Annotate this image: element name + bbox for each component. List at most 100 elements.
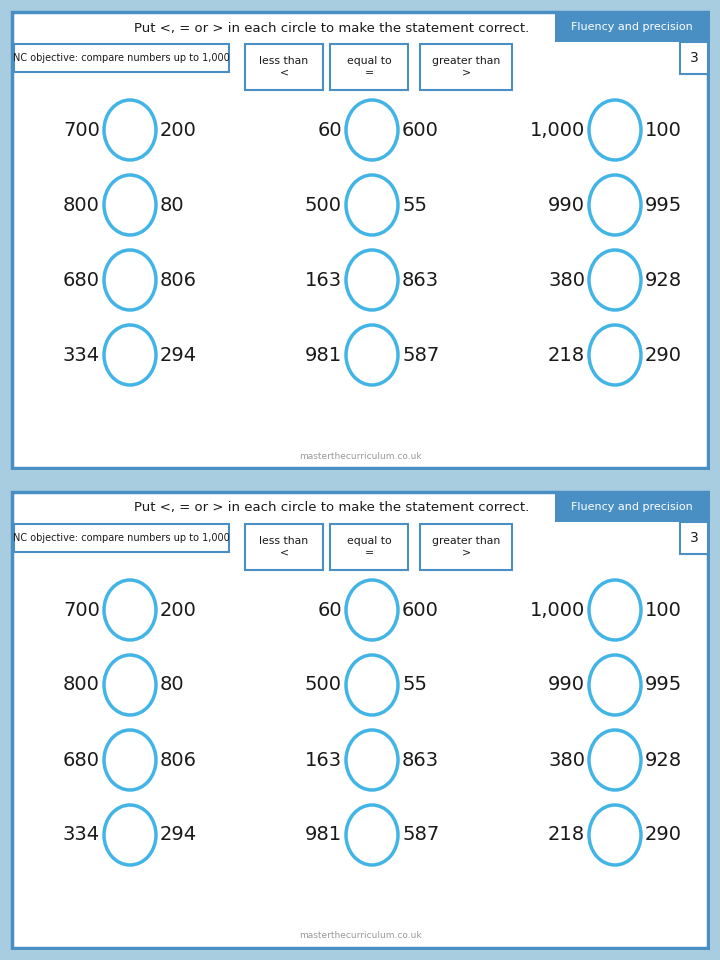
Text: Fluency and precision: Fluency and precision — [571, 502, 693, 512]
Ellipse shape — [589, 730, 641, 790]
Text: 863: 863 — [402, 271, 439, 290]
Text: 700: 700 — [63, 601, 100, 619]
Text: 200: 200 — [160, 121, 197, 139]
Bar — [330, 524, 408, 570]
Ellipse shape — [104, 100, 156, 160]
Text: 995: 995 — [645, 196, 683, 214]
Text: 800: 800 — [63, 196, 100, 214]
Text: 218: 218 — [548, 826, 585, 845]
Ellipse shape — [104, 325, 156, 385]
Text: 290: 290 — [645, 346, 682, 365]
Text: 100: 100 — [645, 121, 682, 139]
Text: 981: 981 — [305, 826, 342, 845]
Text: less than
<: less than < — [259, 57, 309, 78]
Text: 990: 990 — [548, 676, 585, 694]
Text: 806: 806 — [160, 751, 197, 770]
Text: 334: 334 — [63, 346, 100, 365]
Bar — [245, 44, 323, 90]
Bar — [330, 44, 408, 90]
Text: 981: 981 — [305, 346, 342, 365]
Bar — [680, 522, 708, 554]
Text: Put <, = or > in each circle to make the statement correct.: Put <, = or > in each circle to make the… — [135, 21, 530, 35]
Text: equal to
=: equal to = — [346, 57, 392, 78]
Ellipse shape — [346, 805, 398, 865]
Text: 928: 928 — [645, 271, 682, 290]
Ellipse shape — [104, 655, 156, 715]
Text: 163: 163 — [305, 271, 342, 290]
Text: 200: 200 — [160, 601, 197, 619]
Text: greater than
>: greater than > — [432, 57, 500, 78]
Ellipse shape — [589, 250, 641, 310]
Ellipse shape — [589, 175, 641, 235]
Text: 290: 290 — [645, 826, 682, 845]
Ellipse shape — [589, 100, 641, 160]
Text: NC objective: compare numbers up to 1,000: NC objective: compare numbers up to 1,00… — [13, 533, 230, 543]
Ellipse shape — [346, 655, 398, 715]
Text: 500: 500 — [305, 196, 342, 214]
Text: 100: 100 — [645, 601, 682, 619]
Text: greater than
>: greater than > — [432, 537, 500, 558]
Text: 680: 680 — [63, 271, 100, 290]
Ellipse shape — [346, 175, 398, 235]
Ellipse shape — [589, 655, 641, 715]
Text: 3: 3 — [690, 51, 698, 65]
Text: 55: 55 — [402, 676, 427, 694]
Text: 80: 80 — [160, 676, 184, 694]
Text: 806: 806 — [160, 271, 197, 290]
Bar — [245, 524, 323, 570]
Ellipse shape — [346, 100, 398, 160]
Ellipse shape — [104, 730, 156, 790]
Text: 218: 218 — [548, 346, 585, 365]
Text: 380: 380 — [548, 271, 585, 290]
Text: 863: 863 — [402, 751, 439, 770]
Text: 3: 3 — [690, 531, 698, 545]
Text: Put <, = or > in each circle to make the statement correct.: Put <, = or > in each circle to make the… — [135, 501, 530, 515]
Text: 990: 990 — [548, 196, 585, 214]
Text: less than
<: less than < — [259, 537, 309, 558]
Bar — [14, 524, 229, 552]
Ellipse shape — [104, 175, 156, 235]
Bar — [555, 492, 708, 522]
Text: 294: 294 — [160, 826, 197, 845]
Ellipse shape — [104, 805, 156, 865]
Text: 600: 600 — [402, 121, 439, 139]
Text: NC objective: compare numbers up to 1,000: NC objective: compare numbers up to 1,00… — [13, 53, 230, 63]
Ellipse shape — [104, 580, 156, 640]
Text: 163: 163 — [305, 751, 342, 770]
Bar — [680, 42, 708, 74]
Bar — [420, 44, 512, 90]
Text: 334: 334 — [63, 826, 100, 845]
Ellipse shape — [346, 325, 398, 385]
Text: 60: 60 — [318, 121, 342, 139]
Bar — [14, 44, 229, 72]
Ellipse shape — [346, 250, 398, 310]
Ellipse shape — [589, 325, 641, 385]
Text: 55: 55 — [402, 196, 427, 214]
Text: equal to
=: equal to = — [346, 537, 392, 558]
Bar — [555, 12, 708, 42]
Text: Fluency and precision: Fluency and precision — [571, 22, 693, 32]
Text: 60: 60 — [318, 601, 342, 619]
Ellipse shape — [346, 580, 398, 640]
Ellipse shape — [104, 250, 156, 310]
Ellipse shape — [589, 805, 641, 865]
Ellipse shape — [589, 580, 641, 640]
Text: masterthecurriculum.co.uk: masterthecurriculum.co.uk — [299, 451, 421, 461]
Text: 995: 995 — [645, 676, 683, 694]
Text: 500: 500 — [305, 676, 342, 694]
Text: 800: 800 — [63, 676, 100, 694]
Text: 80: 80 — [160, 196, 184, 214]
Bar — [420, 524, 512, 570]
Text: masterthecurriculum.co.uk: masterthecurriculum.co.uk — [299, 931, 421, 941]
Ellipse shape — [346, 730, 398, 790]
Text: 928: 928 — [645, 751, 682, 770]
Text: 380: 380 — [548, 751, 585, 770]
Text: 1,000: 1,000 — [530, 601, 585, 619]
Text: 587: 587 — [402, 826, 439, 845]
Text: 587: 587 — [402, 346, 439, 365]
Text: 600: 600 — [402, 601, 439, 619]
Text: 294: 294 — [160, 346, 197, 365]
Text: 700: 700 — [63, 121, 100, 139]
Text: 680: 680 — [63, 751, 100, 770]
Text: 1,000: 1,000 — [530, 121, 585, 139]
